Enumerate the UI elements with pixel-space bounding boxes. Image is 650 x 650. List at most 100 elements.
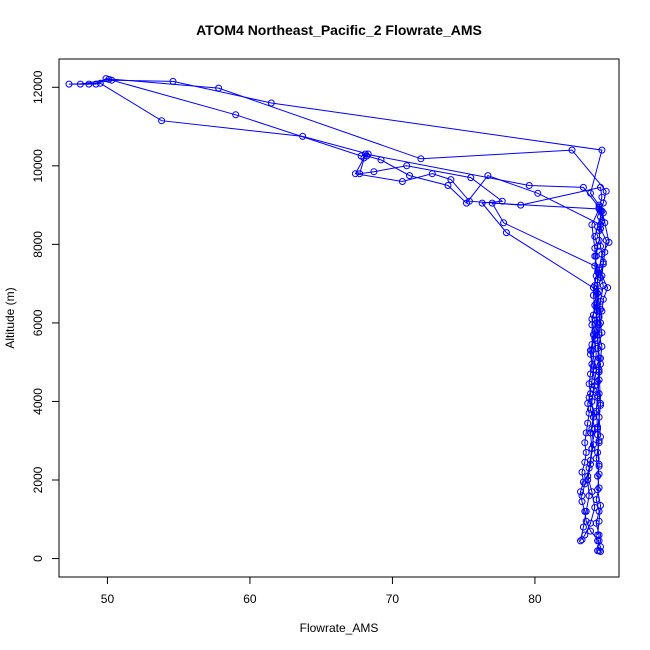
data-point bbox=[602, 187, 610, 195]
data-point bbox=[595, 470, 603, 478]
data-point bbox=[498, 197, 506, 205]
data-point bbox=[488, 199, 496, 207]
data-point bbox=[597, 548, 604, 555]
data-point bbox=[417, 155, 425, 163]
data-point bbox=[599, 282, 607, 290]
data-point bbox=[467, 174, 475, 182]
data-point bbox=[356, 170, 364, 178]
y-axis-label: Altitude (m) bbox=[3, 287, 17, 348]
data-point bbox=[500, 219, 508, 227]
data-point bbox=[403, 162, 411, 170]
chart-title: ATOM4 Northeast_Pacific_2 Flowrate_AMS bbox=[196, 22, 482, 38]
data-point bbox=[65, 80, 73, 88]
data-point bbox=[592, 288, 600, 295]
data-point bbox=[502, 229, 510, 237]
data-point bbox=[592, 366, 600, 374]
data-point bbox=[594, 307, 602, 315]
data-point bbox=[595, 227, 603, 235]
x-axis-label: Flowrate_AMS bbox=[300, 621, 379, 635]
data-point bbox=[599, 258, 607, 266]
data-point bbox=[591, 244, 599, 252]
x-axis: 50 60 70 80 bbox=[101, 576, 542, 606]
data-point bbox=[581, 480, 589, 488]
data-point bbox=[398, 178, 406, 185]
data-point bbox=[605, 238, 613, 246]
data-point bbox=[591, 262, 599, 270]
data-point bbox=[582, 517, 590, 525]
data-point bbox=[601, 219, 609, 227]
data-point bbox=[578, 492, 586, 500]
data-point bbox=[598, 146, 606, 154]
data-point bbox=[591, 233, 599, 240]
data-point bbox=[597, 543, 604, 551]
data-point bbox=[598, 343, 606, 350]
data-point bbox=[158, 117, 166, 125]
data-point bbox=[594, 531, 602, 539]
data-point bbox=[232, 111, 240, 119]
data-point bbox=[595, 390, 603, 398]
data-point bbox=[357, 152, 365, 160]
data-point bbox=[594, 486, 602, 494]
y-tick-label: 4000 bbox=[31, 388, 45, 415]
data-point bbox=[597, 433, 604, 441]
series-line-1 bbox=[68, 79, 609, 552]
data-point bbox=[568, 146, 576, 154]
y-tick-label: 0 bbox=[31, 555, 45, 562]
y-tick-label: 2000 bbox=[31, 466, 45, 493]
data-point bbox=[582, 429, 590, 437]
data-point bbox=[577, 537, 584, 545]
data-point bbox=[591, 425, 599, 433]
y-tick-label: 6000 bbox=[31, 309, 45, 336]
data-point bbox=[595, 462, 603, 470]
data-point bbox=[578, 468, 586, 476]
data-point bbox=[105, 75, 113, 83]
data-point bbox=[76, 80, 84, 88]
data-point bbox=[597, 502, 604, 509]
data-point bbox=[587, 405, 594, 413]
data-point bbox=[588, 346, 596, 354]
data-point bbox=[595, 264, 603, 272]
data-point bbox=[484, 172, 492, 180]
data-point bbox=[584, 419, 592, 427]
data-point bbox=[215, 84, 223, 92]
data-point bbox=[102, 75, 110, 83]
data-point bbox=[588, 315, 596, 323]
data-point bbox=[361, 150, 369, 158]
data-point bbox=[299, 132, 307, 140]
data-point bbox=[582, 507, 590, 515]
data-point bbox=[587, 527, 594, 535]
data-point bbox=[595, 205, 603, 213]
data-point bbox=[594, 319, 602, 327]
data-point bbox=[525, 182, 533, 189]
x-tick-label: 60 bbox=[243, 592, 257, 606]
data-point bbox=[534, 189, 542, 197]
plot-frame bbox=[58, 58, 620, 578]
data-point bbox=[581, 439, 589, 447]
data-point bbox=[594, 472, 602, 480]
data-point bbox=[351, 170, 359, 178]
data-point bbox=[582, 449, 590, 456]
y-tick-label: 12000 bbox=[31, 70, 45, 104]
data-point bbox=[604, 284, 612, 292]
data-point bbox=[592, 311, 600, 319]
data-point bbox=[579, 183, 587, 191]
data-point bbox=[585, 464, 593, 472]
x-tick-label: 70 bbox=[386, 592, 400, 606]
data-point bbox=[585, 492, 593, 500]
data-point bbox=[370, 168, 378, 176]
data-point bbox=[598, 250, 606, 258]
data-point bbox=[579, 478, 587, 486]
data-point bbox=[588, 221, 596, 229]
data-point bbox=[463, 199, 470, 207]
x-tick-label: 80 bbox=[528, 592, 542, 606]
y-tick-label: 10000 bbox=[31, 149, 45, 183]
data-point bbox=[591, 327, 599, 335]
x-tick-label: 50 bbox=[101, 592, 115, 606]
data-point bbox=[589, 386, 597, 394]
data-point bbox=[587, 519, 594, 527]
series-line-4 bbox=[491, 202, 601, 496]
data-point bbox=[577, 488, 584, 496]
data-point bbox=[598, 329, 606, 337]
data-point bbox=[92, 80, 100, 88]
